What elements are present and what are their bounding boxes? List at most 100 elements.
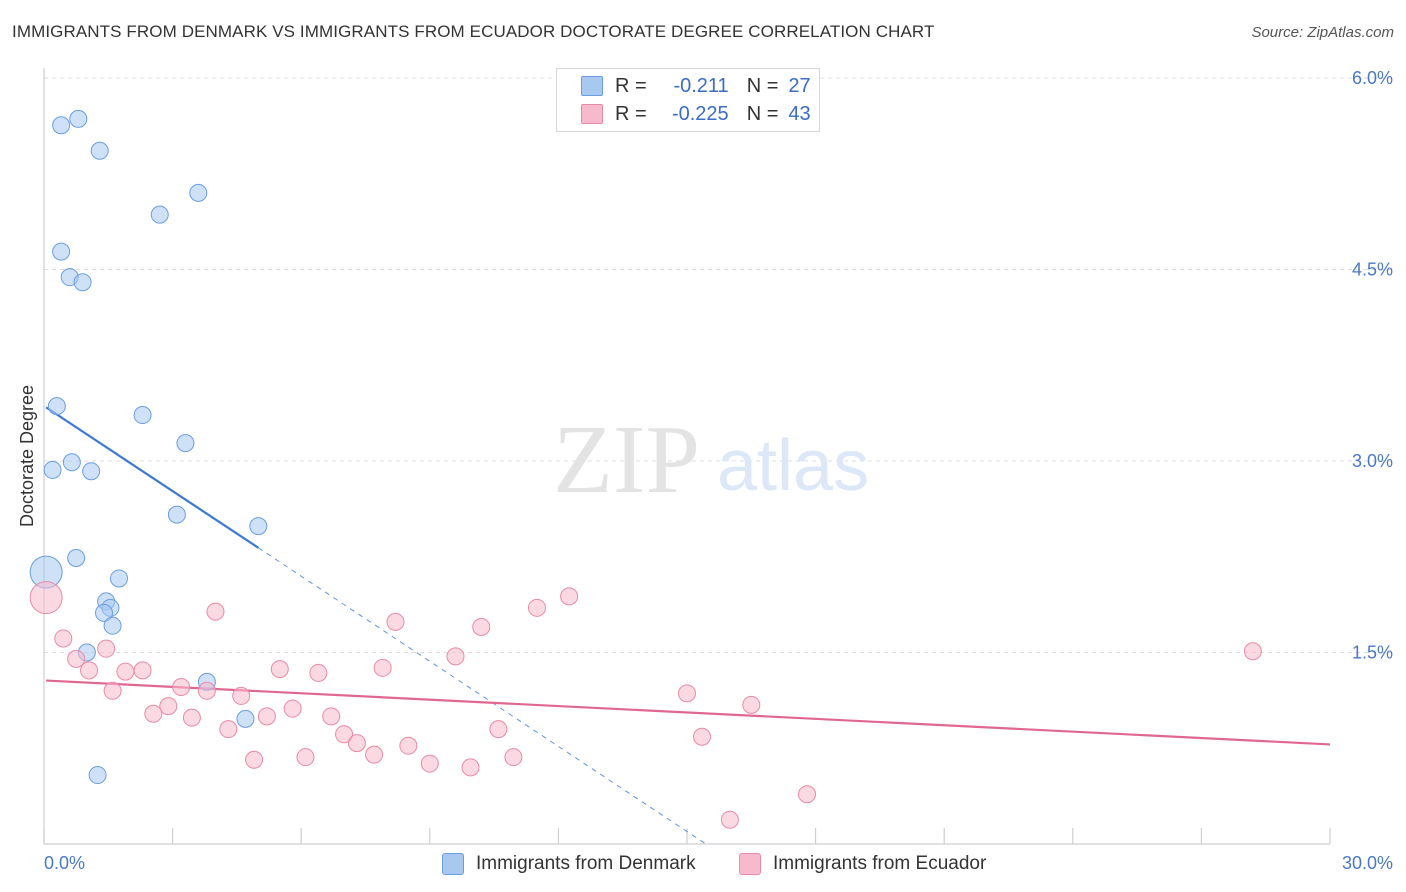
legend-n-value-ecuador: 43 [788, 102, 811, 125]
ecuador-point [420, 754, 439, 773]
x-tick-min: 0.0% [44, 853, 85, 873]
denmark-point [110, 569, 129, 588]
denmark-point [82, 462, 101, 481]
ecuador-point [399, 736, 418, 755]
legend-n-label: N = [746, 102, 779, 125]
ecuador-point [335, 725, 354, 744]
gridlines [44, 77, 1392, 653]
denmark-point [67, 549, 86, 568]
bottom-legend-ecuador: Immigrants from Ecuador [739, 850, 986, 878]
chart-title: IMMIGRANTS FROM DENMARK VS IMMIGRANTS FR… [12, 22, 935, 41]
ecuador-point [322, 707, 341, 726]
denmark-point [47, 397, 66, 416]
ecuador-point [386, 612, 405, 631]
stats-legend: R = -0.211 N = 27 R = -0.225 N = 43 [556, 68, 820, 132]
trend-lines [45, 406, 1331, 847]
denmark-point [43, 460, 62, 479]
bottom-legend-label-ecuador: Immigrants from Ecuador [773, 853, 987, 874]
y-tick-label: 6.0% [1352, 68, 1393, 88]
denmark-point [73, 273, 92, 292]
ecuador-point [798, 785, 817, 804]
denmark-point [150, 205, 169, 224]
ecuador-point [245, 750, 264, 769]
denmark-point [90, 141, 109, 160]
data-points [29, 109, 1262, 829]
ecuador-point [461, 758, 480, 777]
bottom-legend-swatch-ecuador [739, 853, 761, 875]
ecuador-point [560, 587, 579, 606]
ecuador-point [1243, 642, 1262, 661]
y-tick-label: 3.0% [1352, 451, 1393, 471]
denmark-point [236, 709, 255, 728]
denmark-point [249, 517, 268, 536]
ecuador-point [219, 720, 238, 739]
denmark-point [69, 109, 88, 128]
ecuador-point [257, 707, 276, 726]
denmark-point [52, 242, 71, 261]
denmark-point [189, 183, 208, 202]
legend-row-ecuador: R = -0.225 N = 43 [581, 102, 811, 126]
legend-r-label: R = [615, 102, 647, 125]
ecuador-point [527, 598, 546, 617]
denmark-point [167, 505, 186, 524]
ecuador-point [67, 649, 86, 668]
ecuador-point [296, 748, 315, 767]
ecuador-point [80, 661, 99, 680]
axes [43, 68, 1331, 845]
legend-swatch-denmark [581, 76, 603, 96]
denmark-point [133, 406, 152, 425]
ecuador-point [365, 745, 384, 764]
watermark-atlas: atlas [717, 426, 869, 506]
ecuador-point [693, 727, 712, 746]
legend-r-value-denmark: -0.211 [673, 74, 729, 97]
ecuador-point [504, 748, 523, 767]
ecuador-point [159, 697, 178, 716]
ecuador-point [283, 699, 302, 718]
legend-row-denmark: R = -0.211 N = 27 [581, 74, 811, 98]
ecuador-point [29, 581, 63, 615]
denmark-point [62, 453, 81, 472]
legend-n-value-denmark: 27 [788, 74, 811, 97]
ecuador-point [309, 663, 328, 682]
ecuador-point [472, 617, 491, 636]
ecuador-point [742, 695, 761, 714]
ecuador-point [144, 704, 163, 723]
legend-r-value-ecuador: -0.225 [671, 102, 729, 125]
y-axis-label: Doctorate Degree [17, 385, 37, 527]
ecuador-point [172, 677, 191, 696]
watermark: ZIP atlas [553, 406, 869, 514]
ecuador-point [232, 686, 251, 705]
ecuador-point [182, 708, 201, 727]
ecuador-point [347, 734, 366, 753]
denmark-point [95, 603, 114, 622]
ecuador-point [116, 662, 135, 681]
ecuador-point [373, 658, 392, 677]
trend-line-extension-denmark [258, 547, 709, 847]
ecuador-point [197, 681, 216, 700]
y-tick-label: 4.5% [1352, 260, 1393, 280]
denmark-point [103, 616, 122, 635]
y-tick-labels: 1.5% 3.0% 4.5% 6.0% [1352, 68, 1393, 663]
denmark-point [88, 766, 107, 785]
legend-swatch-ecuador [581, 104, 603, 124]
bottom-legend-swatch-denmark [442, 853, 464, 875]
source-label: Source: ZipAtlas.com [1251, 24, 1394, 41]
legend-r-label: R = [615, 74, 647, 97]
trend-line-ecuador [46, 679, 1331, 746]
denmark-point [176, 434, 195, 453]
bottom-legend-denmark: Immigrants from Denmark [442, 850, 696, 878]
ecuador-point [97, 639, 116, 658]
ecuador-point [206, 602, 225, 621]
y-tick-label: 1.5% [1352, 643, 1393, 663]
ecuador-point [133, 661, 152, 680]
ecuador-point [489, 720, 508, 739]
x-tick-max: 30.0% [1342, 853, 1393, 873]
ecuador-point [54, 629, 73, 648]
ecuador-point [720, 810, 739, 829]
legend-n-label: N = [746, 74, 779, 97]
watermark-zip: ZIP [553, 406, 700, 514]
ecuador-point [446, 647, 465, 666]
ecuador-point [103, 681, 122, 700]
denmark-point [52, 116, 71, 135]
